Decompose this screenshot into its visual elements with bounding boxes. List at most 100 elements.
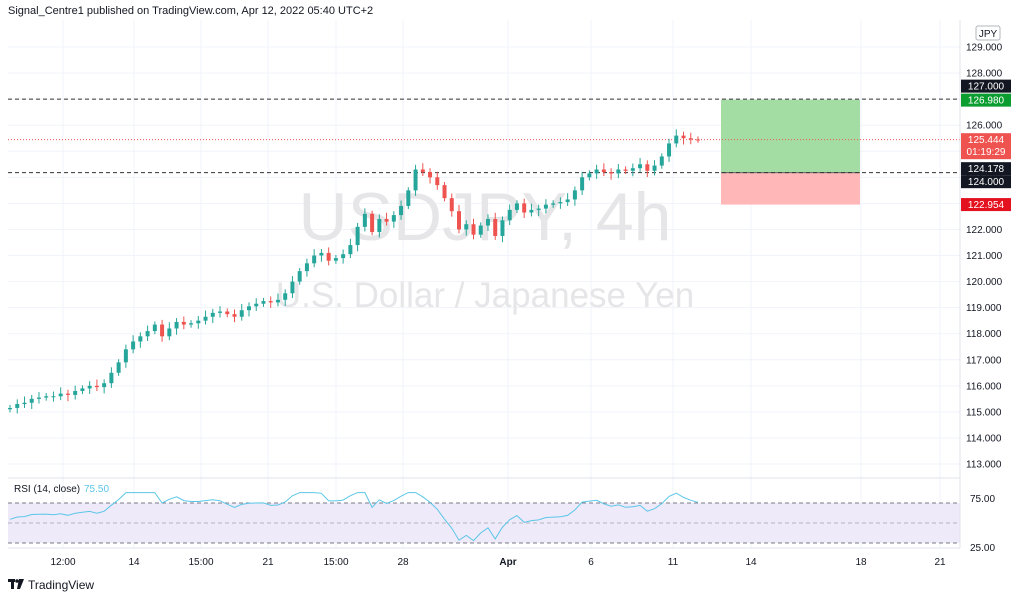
candle — [580, 177, 585, 191]
name-watermark: U.S. Dollar / Japanese Yen — [276, 276, 694, 315]
candle — [181, 321, 186, 325]
candle — [507, 209, 512, 221]
candle — [674, 135, 679, 144]
time-tick-label: Apr — [499, 557, 516, 568]
rsi-line — [9, 492, 699, 542]
candle — [630, 168, 635, 171]
candle — [500, 220, 505, 236]
candle — [355, 226, 360, 246]
candle — [123, 349, 128, 363]
time-tick-label: 28 — [397, 557, 409, 568]
candle — [80, 388, 85, 392]
candle — [442, 185, 447, 199]
candle — [167, 328, 172, 337]
candle — [218, 311, 223, 313]
candle — [196, 320, 201, 324]
candle — [391, 215, 396, 222]
candle — [623, 169, 628, 171]
price-tick-label: 126.000 — [966, 121, 1003, 132]
candle — [312, 255, 317, 264]
candle — [341, 254, 346, 259]
symbol-watermark: USDJPY, 4h — [299, 179, 672, 255]
time-tick-label: 14 — [128, 557, 140, 568]
candle — [210, 312, 215, 317]
candle — [681, 135, 686, 139]
time-tick-label: 12:00 — [50, 557, 75, 568]
candle — [51, 396, 56, 398]
profit-zone[interactable] — [721, 99, 860, 173]
candle — [326, 252, 331, 261]
candle — [58, 393, 63, 397]
candle — [239, 310, 244, 317]
candle — [601, 169, 606, 173]
price-label-current: 125.444 — [968, 135, 1005, 146]
price-label-entry: 124.178 — [968, 164, 1005, 175]
price-tick-label: 120.000 — [966, 277, 1003, 288]
candle — [109, 372, 114, 384]
price-tick-label: 115.000 — [966, 407, 1002, 418]
candle — [283, 293, 288, 300]
time-tick-label: 15:00 — [188, 557, 213, 568]
publish-header: Signal_Centre1 published on TradingView.… — [8, 5, 374, 17]
candle — [160, 324, 165, 337]
tradingview-logo-icon — [8, 579, 24, 589]
candle — [73, 391, 78, 395]
candle — [696, 139, 700, 141]
rsi-value: 75.50 — [84, 484, 109, 495]
candle — [246, 306, 251, 311]
candle — [36, 397, 41, 399]
loss-zone[interactable] — [721, 172, 860, 205]
candle — [471, 224, 476, 235]
candle — [435, 177, 440, 186]
candle — [333, 258, 338, 261]
candle — [87, 385, 92, 389]
time-tick-label: 15:00 — [323, 557, 348, 568]
candle — [268, 301, 273, 303]
rsi-axis-25: 25.00 — [970, 543, 995, 554]
candle — [8, 407, 12, 410]
candle — [189, 323, 194, 325]
candle — [319, 252, 324, 256]
candle — [348, 245, 353, 255]
candle — [29, 398, 34, 403]
price-label-take-profit: 126.980 — [968, 96, 1005, 107]
candle — [370, 213, 375, 233]
vertical-grid — [62, 20, 941, 548]
candle — [529, 209, 534, 213]
candle — [522, 203, 527, 213]
time-tick-label: 21 — [262, 557, 274, 568]
currency-badge[interactable] — [975, 25, 1001, 41]
candle — [15, 404, 20, 408]
footer-brand[interactable]: TradingView — [8, 578, 94, 592]
currency-label: JPY — [979, 29, 998, 40]
price-tick-label: 119.000 — [966, 303, 1002, 314]
price-tick-label: 129.000 — [966, 43, 1003, 54]
candle — [406, 190, 411, 206]
rsi-axis-75: 75.00 — [970, 494, 995, 505]
candle — [232, 314, 237, 317]
candle — [203, 316, 208, 321]
price-tick-label: 122.000 — [966, 225, 1003, 236]
candle — [138, 336, 143, 342]
candle — [638, 164, 643, 169]
candle — [275, 299, 280, 303]
candle — [94, 385, 99, 388]
price-tick-label: 117.000 — [966, 355, 1002, 366]
candle — [514, 203, 519, 210]
candle — [543, 204, 548, 209]
price-axis[interactable]: 129.000128.000127.000126.000125.000124.0… — [966, 43, 1003, 471]
candle — [362, 213, 367, 227]
price-tick-label: 114.000 — [966, 433, 1002, 444]
price-tick-label: 118.000 — [966, 329, 1002, 340]
time-axis[interactable]: 12:00 14 15:00 21 15:00 28 Apr 6 11 14 18 21 — [50, 557, 946, 568]
price-label-124: 124.000 — [968, 177, 1005, 188]
candle — [65, 393, 70, 395]
candle — [225, 311, 230, 315]
candles — [8, 129, 700, 414]
candle — [616, 169, 621, 174]
candle — [645, 164, 650, 171]
rsi-label: RSI (14, close) — [14, 484, 80, 495]
price-tick-label: 113.000 — [966, 460, 1002, 471]
candle — [478, 225, 483, 235]
